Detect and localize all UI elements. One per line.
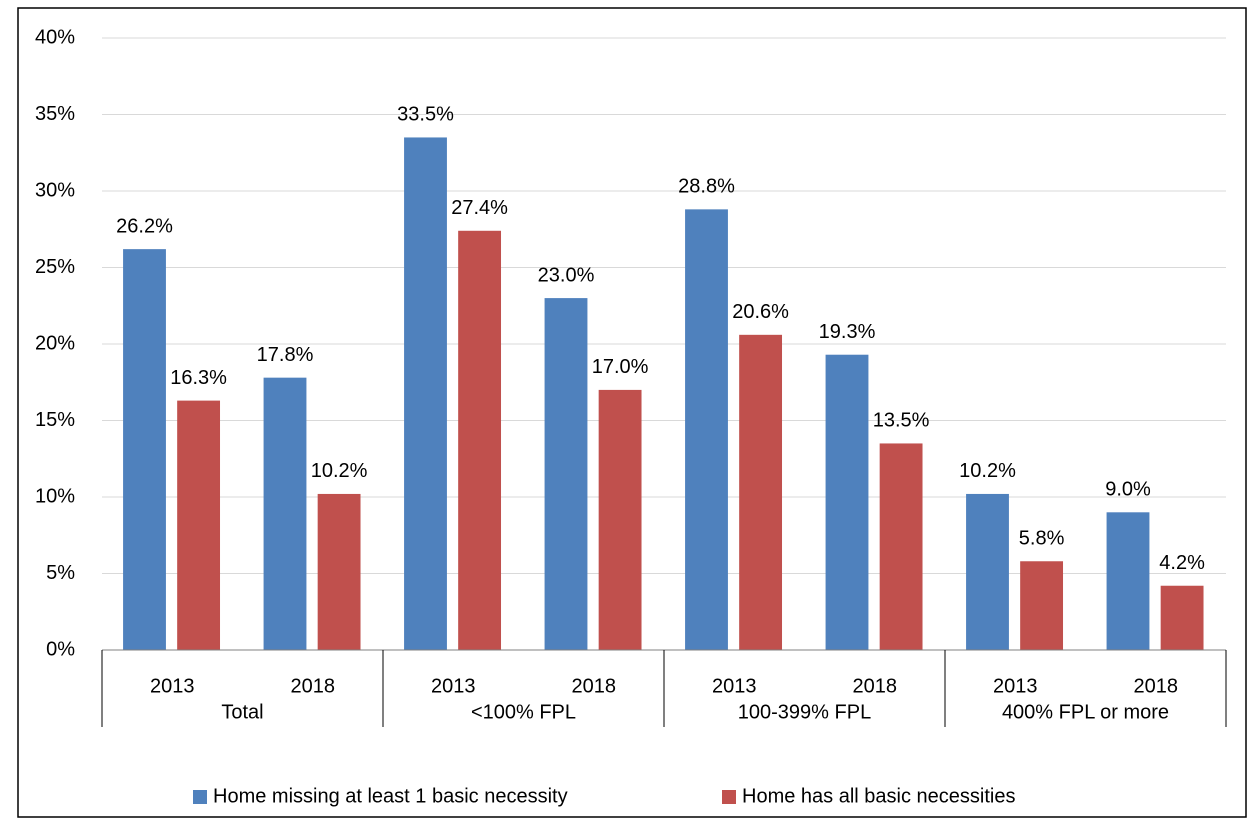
bar <box>1160 585 1204 650</box>
y-tick-label: 25% <box>35 256 75 278</box>
y-tick-label: 15% <box>35 409 75 431</box>
bar <box>1106 512 1150 650</box>
legend-label: Home missing at least 1 basic necessity <box>213 785 568 807</box>
value-label: 4.2% <box>1159 552 1205 574</box>
legend-swatch <box>722 790 736 804</box>
x-tick-label: 2013 <box>431 675 476 697</box>
value-label: 5.8% <box>1019 528 1065 550</box>
value-label: 10.2% <box>959 460 1016 482</box>
legend-swatch <box>193 790 207 804</box>
x-tick-label: 2018 <box>1134 675 1179 697</box>
bar <box>123 249 166 650</box>
value-label: 10.2% <box>311 460 368 482</box>
bar <box>263 377 307 650</box>
value-label: 19.3% <box>819 321 876 343</box>
group-label: <100% FPL <box>471 701 576 723</box>
group-label: 100-399% FPL <box>738 701 871 723</box>
bar <box>598 389 642 650</box>
value-label: 33.5% <box>397 104 454 126</box>
value-label: 9.0% <box>1105 479 1151 501</box>
y-tick-label: 10% <box>35 485 75 507</box>
y-tick-label: 0% <box>46 638 75 660</box>
value-label: 13.5% <box>873 410 930 432</box>
value-label: 27.4% <box>451 197 508 219</box>
value-label: 28.8% <box>678 176 735 198</box>
bar <box>404 137 447 650</box>
x-tick-label: 2018 <box>572 675 617 697</box>
bar <box>317 493 361 650</box>
y-tick-label: 20% <box>35 332 75 354</box>
x-tick-label: 2013 <box>712 675 757 697</box>
bar <box>825 354 869 650</box>
y-tick-label: 40% <box>35 26 75 48</box>
bar <box>458 230 502 650</box>
y-tick-label: 5% <box>46 562 75 584</box>
bar <box>1020 561 1064 650</box>
bar <box>544 298 588 650</box>
legend-label: Home has all basic necessities <box>742 785 1015 807</box>
value-label: 17.0% <box>592 356 649 378</box>
x-tick-label: 2018 <box>853 675 898 697</box>
value-label: 26.2% <box>116 215 173 237</box>
y-tick-label: 30% <box>35 179 75 201</box>
value-label: 16.3% <box>170 367 227 389</box>
y-tick-label: 35% <box>35 103 75 125</box>
bar <box>177 400 221 650</box>
bar <box>685 209 728 651</box>
group-label: 400% FPL or more <box>1002 701 1169 723</box>
value-label: 17.8% <box>257 344 314 366</box>
bar <box>879 443 923 650</box>
x-tick-label: 2018 <box>291 675 336 697</box>
x-tick-label: 2013 <box>993 675 1038 697</box>
value-label: 23.0% <box>538 264 595 286</box>
bar <box>966 493 1009 650</box>
value-label: 20.6% <box>732 301 789 323</box>
bar <box>739 334 783 650</box>
x-tick-label: 2013 <box>150 675 195 697</box>
group-label: Total <box>221 701 263 723</box>
